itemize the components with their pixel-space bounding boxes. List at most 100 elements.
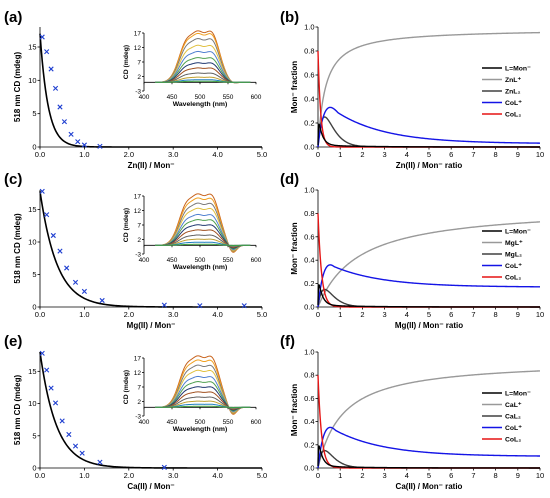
data-point — [75, 139, 81, 145]
inset-panel: 400 450 500 550 600 -3 2 7 12 17 Wavelength (nm) CD… — [123, 30, 262, 108]
legend-label: CaL₂ — [505, 414, 521, 421]
series-ml — [317, 221, 541, 308]
inset-x-tick-label: 400 — [139, 94, 150, 101]
series-ml2 — [317, 288, 540, 308]
inset-spectrum — [155, 386, 251, 411]
x-tick-label: 2 — [360, 471, 364, 480]
x-tick-label: 5 — [427, 471, 431, 480]
axes — [317, 190, 540, 308]
inset-spectrum — [155, 224, 251, 249]
x-tick-label: 8 — [494, 310, 498, 319]
x-tick-label: 5 — [427, 150, 431, 159]
inset-y-tick-label: -3 — [135, 413, 141, 420]
inset-x-tick-label: 500 — [195, 94, 206, 101]
axes — [317, 27, 540, 148]
x-tick-label: 0 — [316, 310, 320, 319]
y-tick-label: 5 — [32, 431, 36, 440]
x-tick-label: 5.0 — [257, 471, 267, 480]
inset-y-axis-title: CD (mdeg) — [123, 370, 130, 404]
legend-label: L=Mon⁻ — [505, 66, 531, 73]
y-axis-title: Mon⁻ fraction — [290, 384, 299, 436]
inset-y-tick-label: -3 — [135, 88, 141, 95]
fit-curve — [39, 351, 262, 469]
x-axis-title: Zn(II) / Mon⁻ ratio — [396, 161, 463, 170]
inset-x-axis-title: Wavelength (nm) — [173, 426, 228, 433]
y-tick-label: 0.4 — [304, 417, 314, 426]
inset-x-tick-label: 450 — [167, 419, 178, 426]
data-point — [57, 104, 63, 110]
y-tick-label: 0.8 — [304, 47, 314, 56]
x-tick-label: 1 — [338, 310, 342, 319]
x-tick-label: 2 — [360, 150, 364, 159]
x-tick-label: 5.0 — [257, 310, 267, 319]
inset-spectrum — [155, 229, 251, 248]
inset-y-tick-label: 12 — [134, 370, 142, 377]
panel-label: (c) — [4, 171, 22, 188]
legend-label: CoL₂ — [505, 437, 521, 444]
x-tick-label: 9 — [516, 310, 520, 319]
y-tick-label: 1.0 — [304, 348, 314, 357]
y-tick-label: 0.6 — [304, 232, 314, 241]
y-tick-label: 0 — [32, 303, 36, 312]
inset-x-tick-label: 550 — [223, 419, 234, 426]
panel-1: 0 1 2 3 4 5 6 7 8 9 10 0.0 0.2 0.4 0.6 0.8 1.0 Zn(II) / M… — [290, 23, 544, 171]
x-tick-label: 4.0 — [212, 471, 222, 480]
inset-y-tick-label: 2 — [137, 237, 141, 244]
y-axis-title: 518 nm CD (mdeg) — [13, 213, 22, 284]
y-axis-title: Mon⁻ fraction — [290, 61, 299, 113]
data-point — [39, 34, 45, 40]
x-tick-label: 0.0 — [35, 150, 45, 159]
x-tick-label: 4 — [405, 150, 409, 159]
x-tick-label: 2.0 — [124, 310, 134, 319]
inset-x-tick-label: 500 — [195, 419, 206, 426]
legend-label: ZnL⁺ — [505, 77, 521, 84]
fit-curve — [39, 191, 262, 308]
inset-x-tick-label: 600 — [251, 257, 262, 264]
data-point — [52, 85, 59, 91]
x-tick-label: 0 — [316, 150, 320, 159]
x-axis-title: Zn(II) / Mon⁻ — [128, 161, 175, 170]
data-point — [44, 49, 50, 55]
y-axis-title: 518 nm CD (mdeg) — [13, 375, 22, 446]
data-point — [72, 279, 79, 285]
inset-x-tick-label: 550 — [223, 257, 234, 264]
x-tick-label: 4 — [405, 471, 409, 480]
x-tick-label: 1.0 — [79, 471, 89, 480]
data-point — [66, 431, 72, 438]
panel-3: 0 1 2 3 4 5 6 7 8 9 10 0.0 0.2 0.4 0.6 0.8 1.0 Mg(II) / M… — [290, 186, 544, 331]
inset-panel: 400 450 500 550 600 -3 2 7 12 17 Wavelength (nm) CD… — [123, 355, 262, 433]
y-tick-label: 0.0 — [304, 464, 314, 473]
y-tick-label: 0.6 — [304, 394, 314, 403]
inset-x-tick-label: 500 — [195, 257, 206, 264]
inset-spectrum — [155, 219, 251, 250]
inset-x-tick-label: 400 — [139, 257, 150, 264]
inset-x-tick-label: 450 — [167, 257, 178, 264]
inset-spectrum — [155, 369, 251, 413]
inset-x-tick-label: 450 — [167, 94, 178, 101]
inset-spectrum — [155, 405, 251, 408]
inset-spectrum — [155, 381, 251, 412]
panel-label: (e) — [4, 333, 22, 350]
x-tick-label: 7 — [471, 310, 475, 319]
y-tick-label: 15 — [28, 205, 36, 214]
inset-y-tick-label: -3 — [135, 251, 141, 258]
series-l — [317, 284, 540, 308]
x-tick-label: 1.0 — [79, 150, 89, 159]
data-point — [68, 131, 74, 137]
data-point — [44, 212, 50, 218]
inset-spectrum — [155, 80, 251, 83]
x-tick-label: 2 — [360, 310, 364, 319]
x-tick-label: 2.0 — [124, 150, 134, 159]
inset-y-tick-label: 7 — [137, 59, 141, 66]
y-tick-label: 0 — [32, 143, 36, 152]
legend-label: MgL⁺ — [505, 240, 523, 247]
y-tick-label: 5 — [32, 270, 36, 279]
inset-x-axis-title: Wavelength (nm) — [173, 101, 228, 108]
series-col — [317, 106, 541, 148]
series-ml — [317, 31, 541, 148]
x-tick-label: 4.0 — [212, 150, 222, 159]
data-point — [39, 188, 45, 194]
data-point — [64, 265, 70, 271]
inset-y-tick-label: 12 — [134, 208, 142, 215]
